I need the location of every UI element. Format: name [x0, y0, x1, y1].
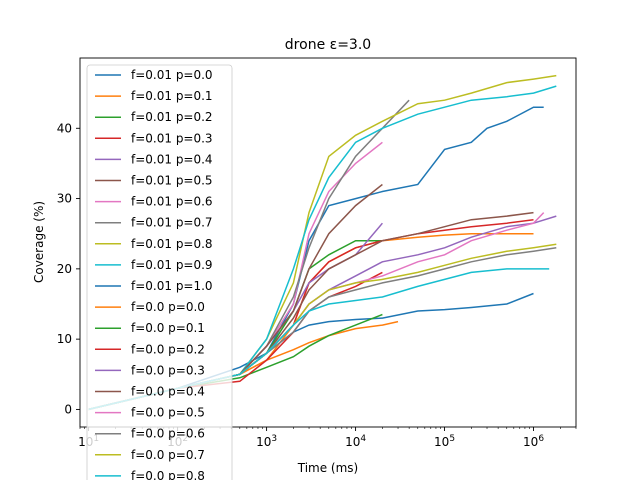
legend-label-4: f=0.01 p=0.4: [131, 152, 213, 166]
x-tick-label-4: 105: [434, 434, 455, 449]
legend-label-9: f=0.01 p=0.9: [131, 258, 213, 272]
legend-label-8: f=0.01 p=0.8: [131, 237, 213, 251]
y-tick-label-0: 0: [64, 402, 72, 416]
legend-label-5: f=0.01 p=0.5: [131, 174, 213, 188]
legend: f=0.01 p=0.0 f=0.01 p=0.1 f=0.01 p=0.2 f=0.…: [86, 64, 233, 480]
legend-label-18: f=0.0 p=0.7: [131, 448, 205, 462]
x-tick-label-5: 106: [523, 434, 544, 449]
x-axis-label: Time (ms): [297, 461, 359, 475]
legend-label-10: f=0.01 p=1.0: [131, 279, 213, 293]
series-line-9: [88, 85, 557, 411]
series-line-19: [88, 268, 550, 411]
legend-label-13: f=0.0 p=0.2: [131, 342, 205, 356]
legend-label-19: f=0.0 p=0.8: [131, 469, 205, 480]
legend-label-14: f=0.0 p=0.3: [131, 363, 205, 377]
chart-title: drone ε=3.0: [285, 37, 371, 53]
legend-label-3: f=0.01 p=0.3: [131, 131, 213, 145]
x-tick-label-2: 103: [256, 434, 277, 449]
legend-label-1: f=0.01 p=0.1: [131, 89, 213, 103]
y-tick-label-3: 30: [57, 192, 72, 206]
y-tick-label-4: 40: [57, 121, 72, 135]
legend-label-15: f=0.0 p=0.4: [131, 385, 205, 399]
plot-frame: [79, 57, 577, 428]
legend-label-16: f=0.0 p=0.5: [131, 406, 205, 420]
x-tick-label-3: 104: [345, 434, 366, 449]
y-axis-label: Coverage (%): [32, 201, 46, 283]
legend-label-11: f=0.0 p=0.0: [131, 300, 205, 314]
legend-label-2: f=0.01 p=0.2: [131, 110, 213, 124]
legend-label-0: f=0.01 p=0.0: [131, 68, 213, 82]
legend-label-6: f=0.01 p=0.6: [131, 195, 213, 209]
legend-label-17: f=0.0 p=0.6: [131, 427, 205, 441]
legend-label-7: f=0.01 p=0.7: [131, 216, 213, 230]
y-tick-label-2: 20: [57, 262, 72, 276]
y-axis-ticks: 0 10 20 30 40: [57, 121, 80, 416]
legend-label-12: f=0.0 p=0.1: [131, 321, 205, 335]
legend-box: [86, 64, 233, 480]
y-tick-label-1: 10: [57, 332, 72, 346]
